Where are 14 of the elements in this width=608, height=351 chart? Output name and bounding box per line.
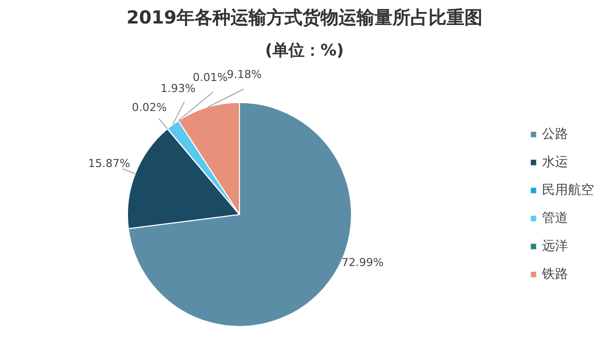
data-label: 0.02% — [132, 100, 167, 114]
legend-label: 铁路 — [542, 266, 568, 283]
chart-title: 2019年各种运输方式货物运输量所占比重图 — [126, 8, 483, 28]
legend-label: 远洋 — [542, 238, 568, 255]
data-label: 1.93% — [160, 82, 196, 96]
chart-subtitle: (单位：%) — [265, 40, 344, 60]
legend-label: 民用航空 — [542, 182, 594, 199]
data-label: 15.87% — [88, 157, 130, 170]
data-label: 72.99% — [342, 256, 384, 270]
data-label: 0.01% — [192, 71, 228, 84]
data-label: 9.18% — [226, 68, 262, 82]
legend-label: 水运 — [542, 154, 568, 171]
legend-label: 管道 — [542, 210, 568, 227]
legend-label: 公路 — [542, 126, 568, 143]
